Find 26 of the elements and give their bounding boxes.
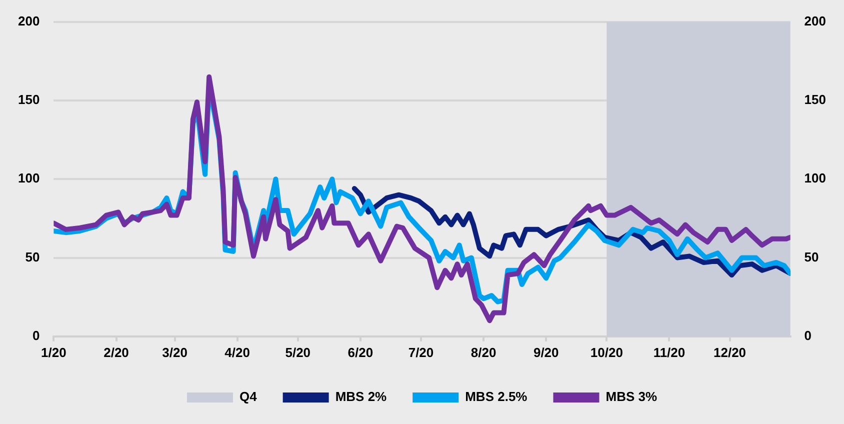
x-tick-label: 7/20	[408, 344, 434, 360]
y-tick-label: 50	[25, 249, 40, 264]
x-tick-label: 1/20	[41, 344, 66, 360]
legend-label: MBS 2%	[335, 389, 388, 404]
x-tick-label: 4/20	[224, 344, 250, 360]
x-tick-label: 6/20	[348, 344, 374, 360]
x-tick-label: 11/20	[653, 344, 686, 360]
y2-tick-label: 50	[804, 249, 819, 264]
y-tick-label: 100	[18, 170, 40, 186]
x-tick-label: 8/20	[470, 344, 496, 360]
y2-tick-label: 0	[804, 328, 812, 343]
x-tick-label: 9/20	[533, 344, 559, 360]
y-tick-label: 0	[32, 328, 40, 343]
x-tick-label: 2/20	[104, 344, 129, 360]
x-tick-label: 3/20	[162, 344, 188, 360]
y2-tick-label: 100	[804, 170, 826, 186]
legend-label: Q4	[239, 389, 258, 404]
y2-tick-label: 200	[804, 13, 826, 28]
y-tick-label: 200	[18, 13, 40, 28]
legend-label: MBS 3%	[606, 389, 658, 404]
x-tick-label: 10/20	[590, 344, 623, 360]
x-tick-label: 5/20	[285, 344, 311, 360]
y2-tick-label: 150	[804, 92, 826, 108]
legend-label: MBS 2.5%	[465, 389, 528, 404]
y-tick-label: 150	[18, 92, 40, 108]
x-tick-label: 12/20	[713, 344, 746, 360]
